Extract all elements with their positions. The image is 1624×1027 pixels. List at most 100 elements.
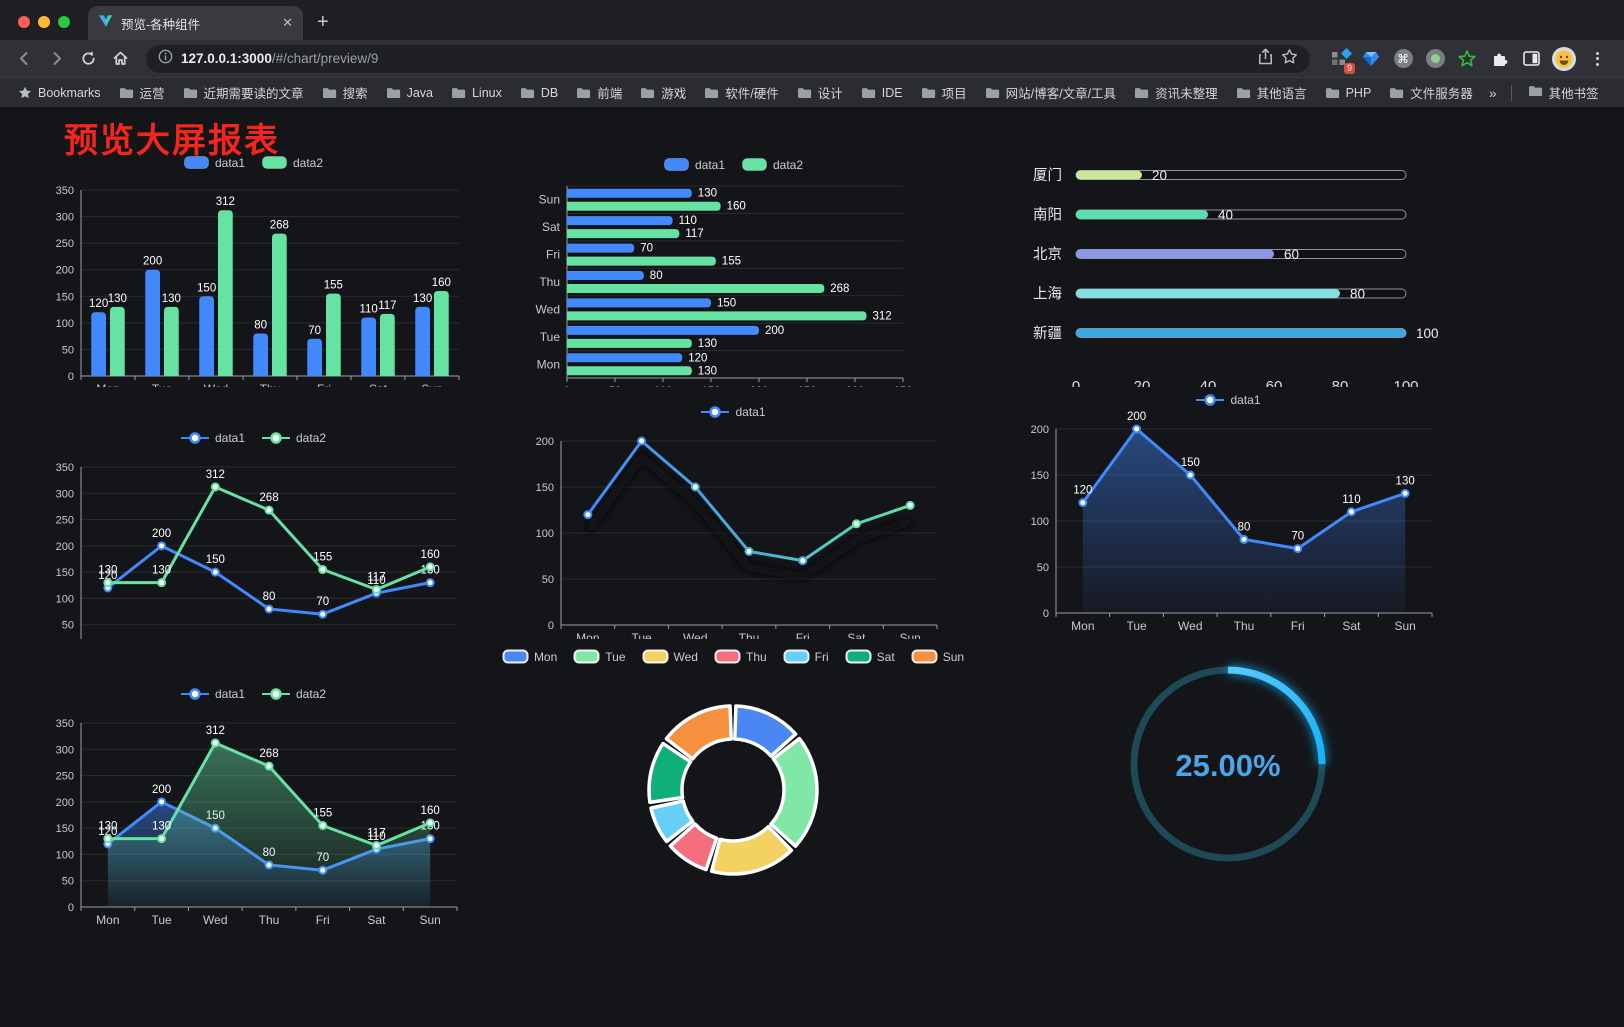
bookmark-folder[interactable]: 软件/硬件	[698, 80, 784, 105]
site-info-icon[interactable]	[158, 49, 173, 69]
bookmark-folder[interactable]: 文件服务器	[1383, 80, 1479, 105]
favicon	[98, 14, 113, 33]
svg-text:上海: 上海	[1033, 286, 1062, 303]
new-tab-button[interactable]: +	[317, 11, 329, 33]
svg-text:20: 20	[1134, 378, 1151, 387]
extensions-puzzle-icon[interactable]	[1488, 48, 1510, 70]
bookmark-folder-label: 软件/硬件	[725, 87, 779, 101]
ext-gem-icon[interactable]	[1360, 48, 1382, 70]
svg-text:100: 100	[56, 849, 74, 861]
svg-text:Mon: Mon	[96, 913, 119, 927]
ext-star-icon[interactable]	[1456, 48, 1478, 70]
svg-text:117: 117	[367, 571, 385, 583]
svg-text:Mon: Mon	[96, 382, 119, 387]
svg-text:300: 300	[846, 385, 864, 387]
svg-text:0: 0	[548, 620, 554, 632]
svg-text:厦门: 厦门	[1033, 167, 1062, 184]
svg-text:160: 160	[432, 277, 451, 289]
minimize-window-button[interactable]	[38, 16, 50, 28]
legend-item[interactable]: data2	[261, 687, 326, 701]
bookmark-folder[interactable]: IDE	[855, 83, 909, 103]
share-icon[interactable]	[1258, 47, 1273, 70]
svg-text:130: 130	[98, 565, 117, 577]
svg-text:200: 200	[750, 385, 768, 387]
maximize-window-button[interactable]	[58, 16, 70, 28]
bookmark-folder[interactable]: 项目	[915, 80, 973, 105]
bookmark-folder-label: 其他语言	[1256, 87, 1307, 101]
legend-item[interactable]: data2	[261, 431, 326, 445]
profile-avatar[interactable]	[1552, 46, 1576, 71]
legend-item[interactable]: data1	[700, 405, 766, 419]
bookmark-folder[interactable]: 前端	[570, 80, 628, 105]
svg-text:70: 70	[316, 596, 329, 608]
two-series-area-chart: data1 data2 0 50 100 150 200 250 300 350 Mon Tue Wed…	[18, 639, 488, 949]
bookmark-folder[interactable]: 游戏	[634, 80, 692, 105]
bookmark-folder[interactable]: PHP	[1319, 83, 1378, 103]
legend-item[interactable]: Wed	[642, 649, 698, 664]
svg-text:155: 155	[313, 552, 332, 564]
svg-text:200: 200	[56, 265, 74, 277]
legend-item[interactable]: Sun	[911, 649, 964, 664]
svg-text:312: 312	[216, 196, 235, 208]
bookmark-folder[interactable]: 运营	[113, 80, 171, 105]
chart-legend: Mon Tue Wed Thu Fri Sat Sun	[502, 649, 964, 664]
bookmark-folder[interactable]: 近期需要读的文章	[177, 80, 310, 105]
bookmark-star-icon[interactable]	[1281, 48, 1298, 70]
svg-text:70: 70	[640, 243, 653, 255]
ext-grid-icon[interactable]: 9	[1328, 47, 1355, 74]
close-window-button[interactable]	[18, 16, 30, 28]
bookmark-folder[interactable]: 其他语言	[1230, 80, 1313, 105]
sidebar-toggle-icon[interactable]	[1520, 48, 1542, 70]
bookmark-folder-label: PHP	[1345, 85, 1372, 100]
tab-close-icon[interactable]: ✕	[282, 15, 293, 30]
address-bar[interactable]: 127.0.0.1:3000/#/chart/preview/9	[146, 44, 1310, 73]
bookmark-folder[interactable]: Java	[380, 83, 439, 103]
bookmark-folder[interactable]: 设计	[791, 80, 849, 105]
home-icon[interactable]	[106, 45, 134, 73]
forward-icon[interactable]	[42, 45, 70, 73]
legend-item[interactable]: Sat	[845, 649, 895, 664]
legend-item[interactable]: data2	[741, 157, 803, 172]
menu-kebab-icon[interactable]	[1586, 48, 1608, 70]
svg-text:250: 250	[56, 515, 74, 527]
svg-text:北京: 北京	[1033, 246, 1062, 263]
browser-tab[interactable]: 预览-各种组件 ✕	[88, 6, 303, 40]
legend-item[interactable]: Mon	[502, 649, 557, 664]
legend-item[interactable]: data1	[663, 157, 725, 172]
svg-text:Thu: Thu	[259, 913, 280, 927]
bookmark-folder[interactable]: 网站/博客/文章/工具	[979, 80, 1122, 105]
legend-item[interactable]: data1	[180, 687, 245, 701]
bookmark-folder[interactable]: 搜索	[316, 80, 374, 105]
svg-text:150: 150	[56, 823, 74, 835]
back-icon[interactable]	[10, 45, 38, 73]
legend-item[interactable]: data1	[1195, 393, 1261, 407]
svg-text:Tue: Tue	[151, 913, 172, 927]
other-bookmarks[interactable]: 其他书签	[1522, 80, 1605, 105]
bookmark-folder[interactable]: Linux	[445, 83, 508, 103]
bookmark-folder[interactable]: 资讯未整理	[1128, 80, 1224, 105]
svg-text:Sun: Sun	[421, 382, 442, 387]
svg-text:350: 350	[894, 385, 912, 387]
svg-text:Sun: Sun	[539, 193, 560, 207]
legend-item[interactable]: Tue	[573, 649, 626, 664]
svg-text:130: 130	[698, 338, 717, 350]
bookmarks-root[interactable]: Bookmarks	[12, 83, 107, 103]
svg-text:Sat: Sat	[847, 631, 866, 639]
legend-item[interactable]: data1	[180, 431, 245, 445]
ext-record-icon[interactable]	[1424, 48, 1446, 70]
reload-icon[interactable]	[74, 45, 102, 73]
svg-text:130: 130	[152, 565, 171, 577]
legend-item[interactable]: Fri	[783, 649, 829, 664]
svg-text:100: 100	[56, 593, 74, 605]
svg-text:130: 130	[1396, 475, 1415, 487]
ext-command-icon[interactable]: ⌘	[1392, 48, 1414, 70]
legend-item[interactable]: data2	[261, 155, 323, 170]
svg-text:Sun: Sun	[899, 631, 920, 639]
svg-text:150: 150	[536, 482, 554, 494]
bookmark-folder[interactable]: DB	[514, 83, 564, 103]
svg-text:Thu: Thu	[539, 275, 560, 289]
svg-text:150: 150	[56, 567, 74, 579]
legend-item[interactable]: data1	[183, 155, 245, 170]
legend-item[interactable]: Thu	[714, 649, 767, 664]
bookmarks-overflow-chevron[interactable]: »	[1488, 84, 1497, 101]
